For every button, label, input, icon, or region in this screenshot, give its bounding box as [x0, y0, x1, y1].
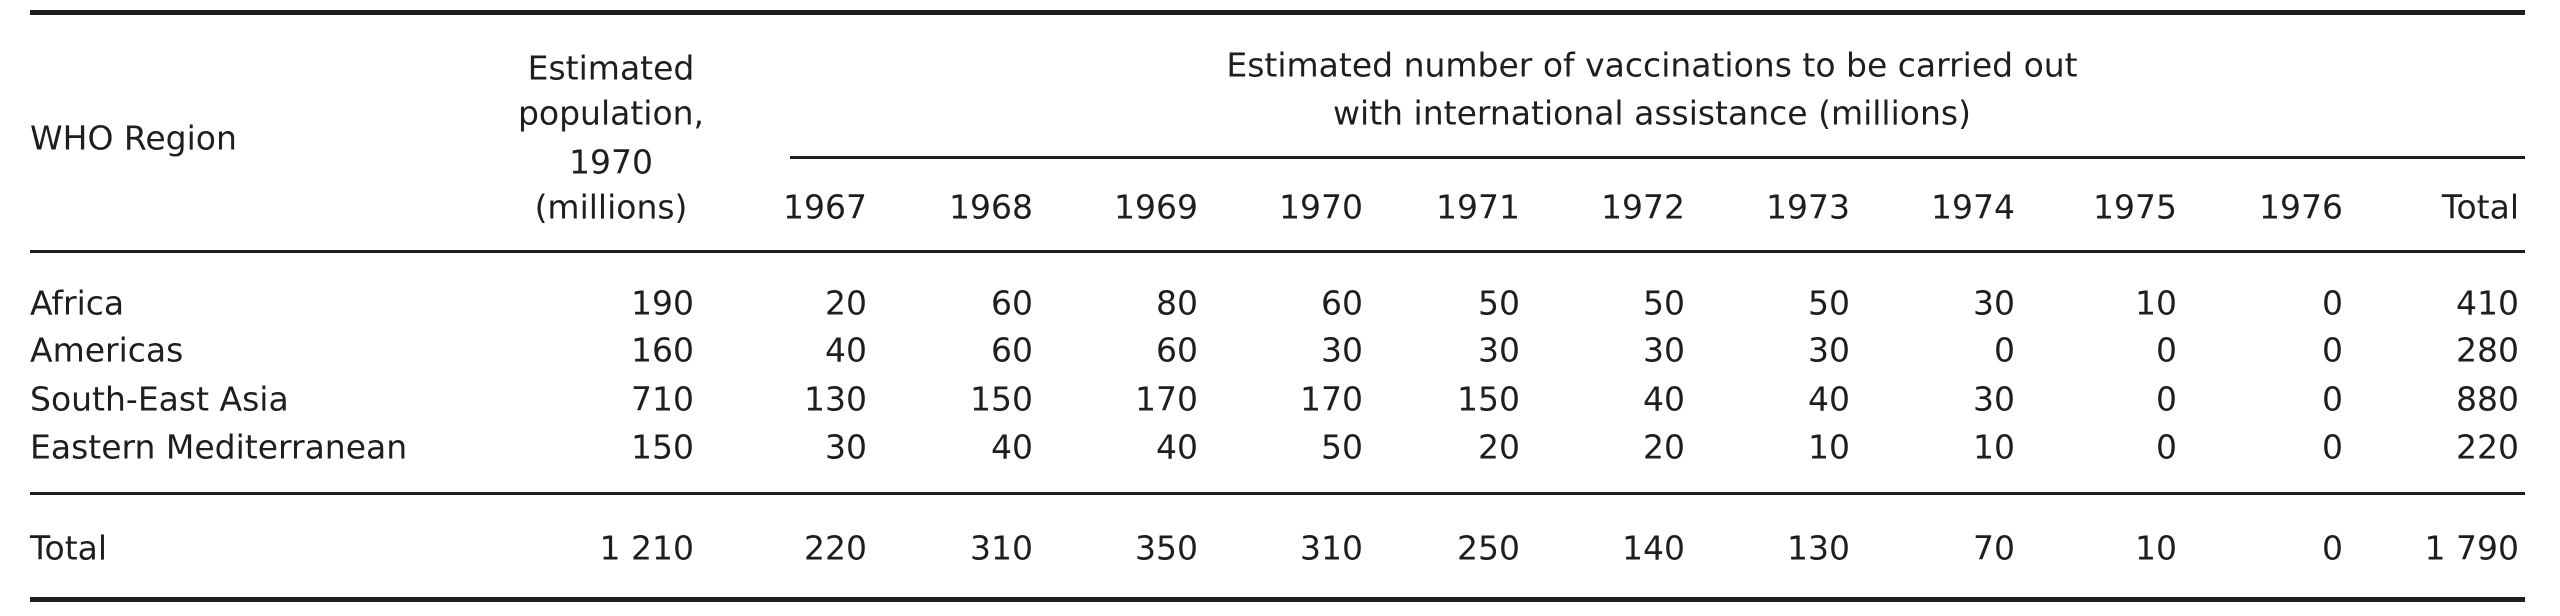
cell: 50	[1643, 283, 1685, 323]
cell: 0	[2322, 379, 2343, 419]
region-name: Americas	[30, 330, 184, 370]
cell: 0	[2156, 330, 2177, 370]
cell: 10	[2135, 283, 2177, 323]
cell: 0	[2322, 330, 2343, 370]
region-header: WHO Region	[30, 118, 237, 158]
population-header: (millions)	[534, 187, 688, 227]
cell: 80	[1156, 283, 1198, 323]
total-cell: 70	[1973, 528, 2015, 568]
cell: 220	[2456, 427, 2519, 467]
cell: 40	[1808, 379, 1850, 419]
cell: 30	[1643, 330, 1685, 370]
region-name: South-East Asia	[30, 379, 289, 419]
column-header: 1975	[2093, 187, 2177, 227]
total-cell: 130	[1787, 528, 1850, 568]
cell: 30	[1478, 330, 1520, 370]
span-rule	[790, 156, 2525, 159]
cell: 410	[2456, 283, 2519, 323]
cell: 0	[2322, 427, 2343, 467]
cell: 880	[2456, 379, 2519, 419]
cell: 710	[631, 379, 694, 419]
region-name: Africa	[30, 283, 125, 323]
column-header: 1970	[1279, 187, 1363, 227]
total-cell: 310	[1300, 528, 1363, 568]
cell: 60	[1156, 330, 1198, 370]
total-rule	[30, 492, 2525, 495]
column-header: 1972	[1601, 187, 1685, 227]
column-header: 1973	[1766, 187, 1850, 227]
cell: 30	[1973, 283, 2015, 323]
cell: 0	[1994, 330, 2015, 370]
cell: 40	[1156, 427, 1198, 467]
cell: 150	[631, 427, 694, 467]
top-rule	[30, 10, 2525, 15]
cell: 170	[1135, 379, 1198, 419]
cell: 30	[1808, 330, 1850, 370]
cell: 170	[1300, 379, 1363, 419]
column-header: 1968	[949, 187, 1033, 227]
cell: 20	[1643, 427, 1685, 467]
cell: 20	[825, 283, 867, 323]
column-header: 1976	[2259, 187, 2343, 227]
cell: 0	[2156, 427, 2177, 467]
cell: 160	[631, 330, 694, 370]
total-cell: 310	[970, 528, 1033, 568]
column-header: 1971	[1436, 187, 1520, 227]
total-label: Total	[30, 528, 108, 568]
column-header: 1969	[1114, 187, 1198, 227]
cell: 40	[825, 330, 867, 370]
cell: 190	[631, 283, 694, 323]
cell: 50	[1808, 283, 1850, 323]
cell: 30	[1321, 330, 1363, 370]
cell: 30	[825, 427, 867, 467]
cell: 60	[991, 283, 1033, 323]
region-name: Eastern Mediterranean	[30, 427, 408, 467]
cell: 60	[991, 330, 1033, 370]
cell: 150	[1457, 379, 1520, 419]
cell: 150	[970, 379, 1033, 419]
total-cell: 350	[1135, 528, 1198, 568]
population-header: population,	[517, 93, 705, 133]
cell: 20	[1478, 427, 1520, 467]
cell: 40	[991, 427, 1033, 467]
cell: 280	[2456, 330, 2519, 370]
total-cell: 1 210	[599, 528, 694, 568]
column-header: 1967	[783, 187, 867, 227]
total-cell: 220	[804, 528, 867, 568]
span-header: with international assistance (millions)	[1333, 93, 1971, 133]
cell: 60	[1321, 283, 1363, 323]
total-cell: 1 790	[2424, 528, 2519, 568]
span-header: Estimated number of vaccinations to be c…	[1226, 45, 2078, 85]
cell: 10	[1808, 427, 1850, 467]
cell: 50	[1321, 427, 1363, 467]
population-header: 1970	[569, 142, 653, 182]
column-header: Total	[2441, 187, 2519, 227]
total-cell: 0	[2322, 528, 2343, 568]
column-header: 1974	[1931, 187, 2015, 227]
total-cell: 250	[1457, 528, 1520, 568]
cell: 0	[2322, 283, 2343, 323]
bottom-rule	[30, 597, 2525, 602]
total-cell: 10	[2135, 528, 2177, 568]
cell: 0	[2156, 379, 2177, 419]
total-cell: 140	[1622, 528, 1685, 568]
cell: 40	[1643, 379, 1685, 419]
population-header: Estimated	[527, 48, 695, 88]
cell: 50	[1478, 283, 1520, 323]
cell: 130	[804, 379, 867, 419]
header-rule	[30, 250, 2525, 253]
cell: 10	[1973, 427, 2015, 467]
cell: 30	[1973, 379, 2015, 419]
